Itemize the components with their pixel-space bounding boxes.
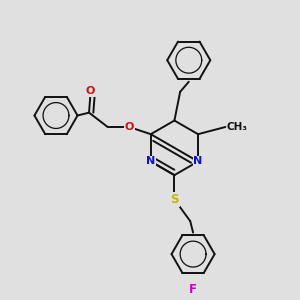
Text: O: O [86,86,95,96]
Text: F: F [189,283,197,296]
Text: N: N [194,157,203,166]
Text: S: S [170,193,179,206]
Text: O: O [124,122,134,132]
Text: N: N [146,157,155,166]
Text: CH₃: CH₃ [227,122,248,132]
